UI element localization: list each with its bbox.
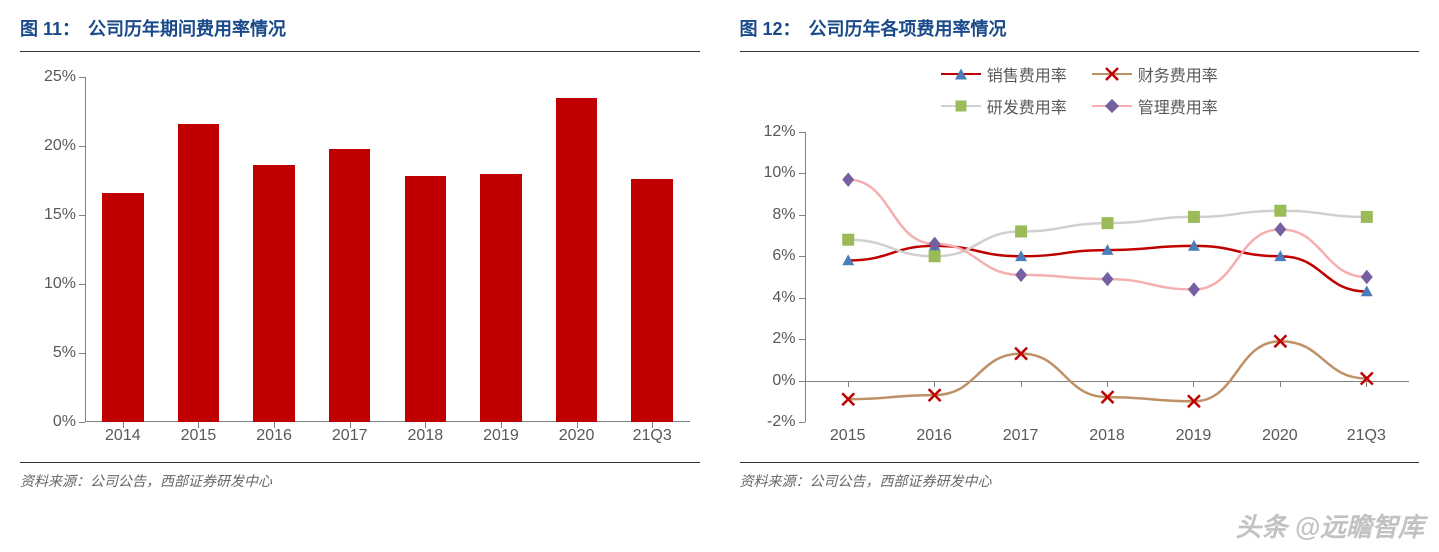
x-tick-label: 2017 [332, 427, 368, 445]
right-figure-label: 图 12： [740, 15, 801, 41]
legend-item: 管理费用率 [1092, 94, 1218, 118]
bar [253, 165, 295, 422]
bar [405, 176, 447, 422]
charts-container: 图 11： 公司历年期间费用率情况 0% 5% 10% 15% 20% 25% 2014 2… [0, 0, 1439, 552]
y-tick-label: 0% [30, 413, 76, 431]
x-tick-label: 21Q3 [1347, 427, 1386, 445]
x-tick-label: 2015 [181, 427, 217, 445]
bar [556, 98, 598, 422]
legend-item: 研发费用率 [941, 94, 1067, 118]
x-tick-label: 21Q3 [633, 427, 672, 445]
x-tick-label: 2017 [1003, 427, 1039, 445]
left-figure-label: 图 11： [20, 15, 80, 41]
right-panel: 图 12： 公司历年各项费用率情况 销售费用率 财务费用率研发费用率 管理费用率 -… [720, 0, 1439, 552]
x-tick-label: 2018 [408, 427, 444, 445]
x-tick-label: 2014 [105, 427, 141, 445]
legend-label: 研发费用率 [987, 94, 1067, 118]
legend-label: 销售费用率 [987, 62, 1067, 86]
line-chart: 销售费用率 财务费用率研发费用率 管理费用率 -2% 0% 2% 4% 6% 8% 10% 12%… [740, 62, 1420, 462]
y-tick-label: 5% [30, 344, 76, 362]
series-line [848, 341, 1367, 401]
y-tick-label: 0% [750, 372, 796, 390]
x-tick-label: 2016 [256, 427, 292, 445]
left-title-row: 图 11： 公司历年期间费用率情况 [20, 0, 700, 52]
left-source-footer: 资料来源：公司公告，西部证券研发中心 [20, 462, 700, 491]
legend-label: 管理费用率 [1138, 94, 1218, 118]
legend-item: 销售费用率 [941, 62, 1067, 86]
bar [102, 193, 144, 422]
y-tick-label: -2% [750, 413, 796, 431]
bar [329, 149, 371, 422]
y-tick-label: 6% [750, 247, 796, 265]
right-title: 公司历年各项费用率情况 [809, 15, 1007, 41]
y-tick-label: 8% [750, 206, 796, 224]
y-tick-label: 25% [30, 68, 76, 86]
y-tick-label: 15% [30, 206, 76, 224]
x-tick-label: 2020 [559, 427, 595, 445]
x-tick-label: 2020 [1262, 427, 1298, 445]
y-tick-label: 20% [30, 137, 76, 155]
x-tick-label: 2016 [916, 427, 952, 445]
y-tick-label: 12% [750, 123, 796, 141]
legend: 销售费用率 财务费用率研发费用率 管理费用率 [869, 62, 1289, 118]
bar [178, 124, 220, 422]
legend-label: 财务费用率 [1138, 62, 1218, 86]
legend-item: 财务费用率 [1092, 62, 1218, 86]
x-tick-label: 2019 [483, 427, 519, 445]
y-tick-label: 2% [750, 330, 796, 348]
left-panel: 图 11： 公司历年期间费用率情况 0% 5% 10% 15% 20% 25% 2014 2… [0, 0, 720, 552]
watermark: 头条 @远瞻智库 [1235, 507, 1424, 544]
y-tick-label: 10% [30, 275, 76, 293]
x-tick-label: 2015 [830, 427, 866, 445]
bar [631, 179, 673, 422]
y-tick-label: 10% [750, 164, 796, 182]
right-source-footer: 资料来源：公司公告，西部证券研发中心 [740, 462, 1420, 491]
y-tick-label: 4% [750, 289, 796, 307]
right-title-row: 图 12： 公司历年各项费用率情况 [740, 0, 1420, 52]
bar [480, 174, 522, 422]
bar-chart: 0% 5% 10% 15% 20% 25% 2014 2015 2016 2017 2018 201… [20, 62, 700, 462]
x-tick-label: 2019 [1176, 427, 1212, 445]
x-tick-label: 2018 [1089, 427, 1125, 445]
left-title: 公司历年期间费用率情况 [88, 15, 286, 41]
